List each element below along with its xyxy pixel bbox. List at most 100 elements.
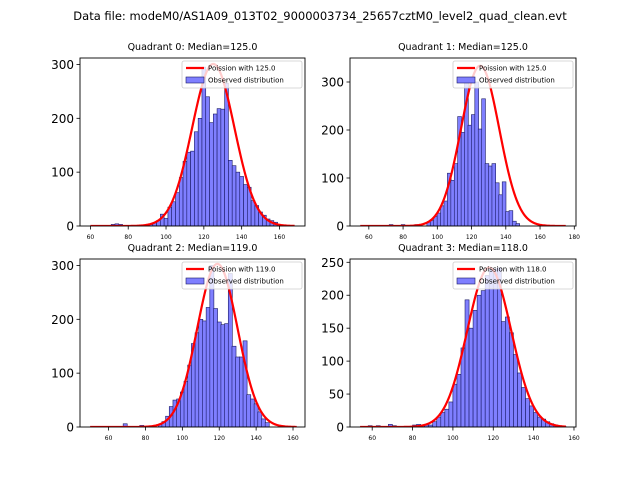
poisson-curve <box>90 262 297 427</box>
histogram-bars <box>122 265 270 427</box>
histogram-bars <box>367 267 567 427</box>
legend-box <box>181 261 303 290</box>
histogram-bar <box>432 421 438 427</box>
y-tick-label: 200 <box>321 124 344 138</box>
axes-frame <box>349 258 577 428</box>
x-tick-label: 160 <box>534 234 546 241</box>
histogram-bar <box>224 83 229 226</box>
histogram-bar <box>468 327 474 427</box>
x-tick-label: 60 <box>87 234 95 241</box>
y-tick-label: 200 <box>51 112 74 126</box>
legend-label-observed: Observed distribution <box>208 278 284 286</box>
histogram-bar <box>178 177 184 226</box>
histogram-bar <box>529 405 534 427</box>
x-tick-label: 140 <box>250 435 262 442</box>
histogram-bar <box>264 422 270 427</box>
legend-label-poisson: Poission with 125.0 <box>208 65 276 73</box>
x-tick-label: 60 <box>105 435 113 442</box>
axes-frame <box>79 57 306 227</box>
histogram-bar <box>194 131 199 226</box>
histogram-bar <box>513 354 518 427</box>
histogram-bar <box>220 108 225 226</box>
histogram-bar <box>464 299 470 427</box>
x-tick-label: 100 <box>447 435 459 442</box>
histogram-bar <box>197 118 203 226</box>
y-tick-label: 300 <box>51 259 74 273</box>
legend-label-observed: Observed distribution <box>479 278 555 286</box>
histogram-bar <box>481 98 486 226</box>
y-tick-label: 300 <box>321 76 344 90</box>
histogram-bar <box>444 408 450 427</box>
x-tick-label: 100 <box>160 234 172 241</box>
histogram-bar <box>460 347 466 427</box>
x-tick-label: 140 <box>236 234 248 241</box>
histogram-bar <box>480 290 486 427</box>
histogram-bar <box>212 113 218 226</box>
legend-bar-swatch <box>185 277 205 285</box>
y-tick-label: 0 <box>66 421 74 435</box>
legend: Poission with 125.0 Observed distribution <box>452 60 574 89</box>
histogram-bar <box>235 171 241 226</box>
legend: Poission with 118.0 Observed distribution <box>452 261 574 290</box>
x-tick-label: 160 <box>568 435 580 442</box>
histogram-bar <box>216 108 222 226</box>
figure-suptitle: Data file: modeM0/AS1A09_013T02_90000037… <box>73 9 567 23</box>
histogram-bar <box>488 268 494 427</box>
x-tick-label: 100 <box>177 435 189 442</box>
legend: Poission with 125.0 Observed distribution <box>181 60 303 89</box>
histogram-bar <box>515 223 520 226</box>
y-tick-label: 200 <box>51 313 74 327</box>
histogram-bar <box>250 200 256 226</box>
y-tick-label: 0 <box>336 220 344 234</box>
subplot-title: Quadrant 3: Median=118.0 <box>398 243 528 254</box>
y-tick-label: 100 <box>321 172 344 186</box>
subplot-quadrant-3: Quadrant 3: Median=118.0 0 50 100 150 200 250 6… <box>321 243 580 442</box>
histogram-bar <box>163 218 169 226</box>
x-tick-label: 100 <box>432 234 444 241</box>
legend-box <box>452 60 574 89</box>
y-tick-label: 0 <box>336 421 344 435</box>
x-tick-label: 80 <box>142 435 150 442</box>
subplot-title: Quadrant 0: Median=125.0 <box>128 42 258 53</box>
histogram-bar <box>239 176 244 226</box>
x-tick-label: 80 <box>124 234 132 241</box>
histogram-bar <box>205 96 210 226</box>
histogram-bar <box>182 161 188 226</box>
histogram-bar <box>228 160 233 226</box>
histogram-bar <box>440 412 446 427</box>
histogram-bar <box>501 321 506 427</box>
legend: Poission with 119.0 Observed distribution <box>181 261 303 290</box>
histogram-bar <box>505 316 510 427</box>
histogram-bar <box>190 150 195 226</box>
histogram-bar <box>186 151 191 226</box>
histogram-bar <box>456 373 462 427</box>
x-tick-label: 60 <box>368 435 376 442</box>
legend-box <box>181 60 303 89</box>
subplot-title: Quadrant 1: Median=125.0 <box>398 42 528 53</box>
y-tick-label: 300 <box>51 58 74 72</box>
histogram-bar <box>175 192 180 226</box>
legend-bar-swatch <box>456 277 476 285</box>
x-tick-label: 140 <box>528 435 540 442</box>
histogram-bar <box>509 332 514 427</box>
histogram-bar <box>533 412 538 427</box>
axes-frame <box>79 258 306 428</box>
x-tick-label: 60 <box>365 234 373 241</box>
axes-frame <box>349 57 577 227</box>
subplot-quadrant-1: Quadrant 1: Median=125.0 0 100 200 300 60 80 10… <box>321 42 580 241</box>
histogram-bar <box>476 294 482 427</box>
x-tick-label: 80 <box>409 435 417 442</box>
x-tick-label: 120 <box>488 435 500 442</box>
histogram-bar <box>201 66 207 226</box>
y-tick-label: 200 <box>321 289 344 303</box>
histogram-bar <box>452 383 458 427</box>
x-tick-label: 120 <box>198 234 210 241</box>
y-tick-label: 0 <box>66 220 74 234</box>
histogram-bar <box>242 340 248 427</box>
y-tick-label: 100 <box>51 166 74 180</box>
histogram-bars <box>388 81 520 226</box>
subplot-quadrant-2: Quadrant 2: Median=119.0 0 100 200 300 60 80 10… <box>51 243 306 442</box>
y-tick-label: 150 <box>321 322 344 336</box>
x-tick-label: 120 <box>466 234 478 241</box>
